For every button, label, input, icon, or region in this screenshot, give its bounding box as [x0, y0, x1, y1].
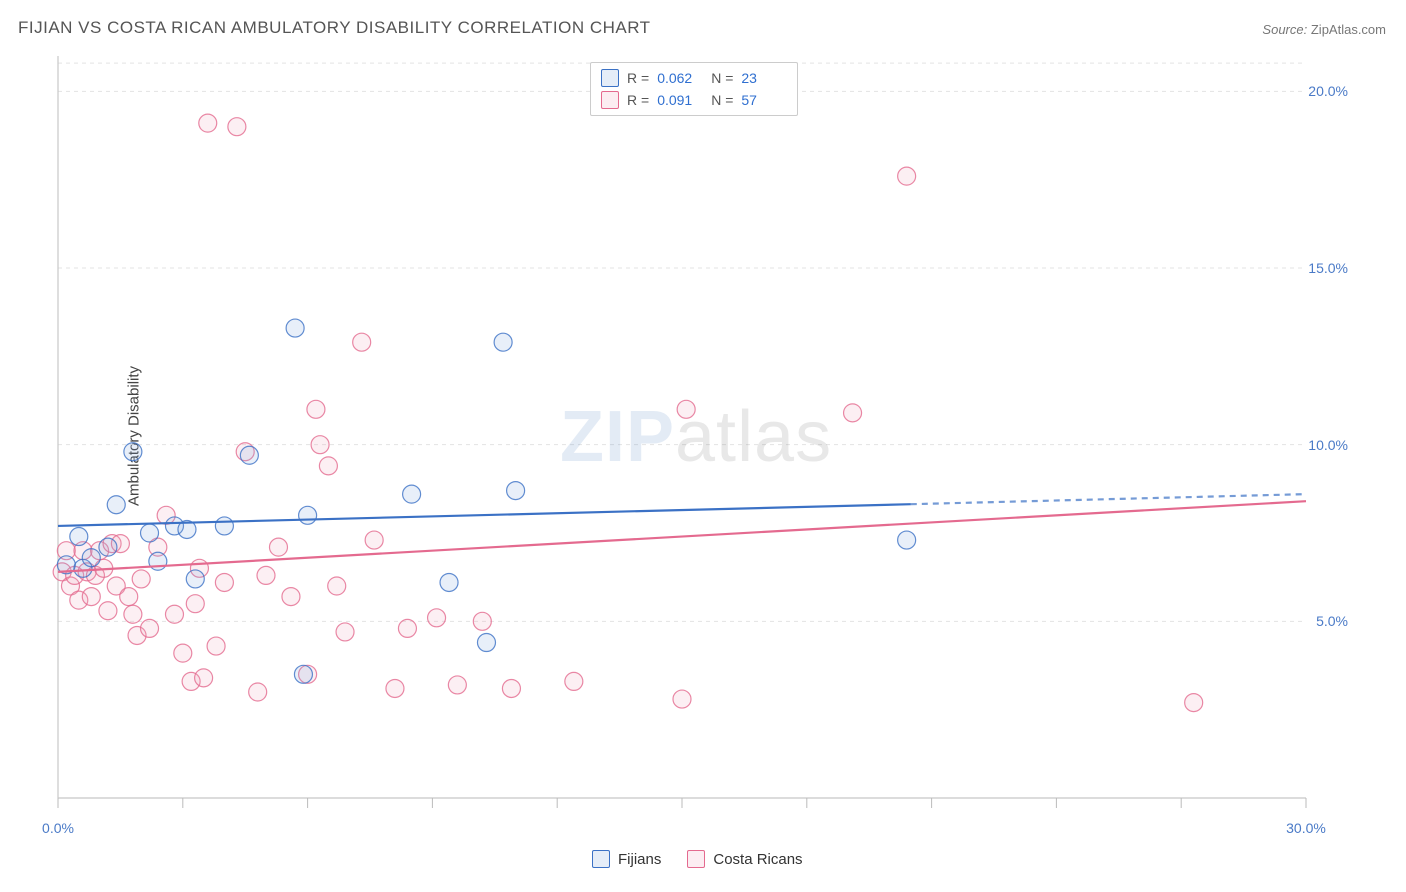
y-tick-label: 5.0% [1316, 613, 1348, 629]
legend-row: R = 0.091 N = 57 [601, 89, 787, 111]
n-value: 57 [741, 92, 787, 108]
legend-swatch [601, 91, 619, 109]
y-tick-label: 15.0% [1308, 260, 1348, 276]
x-tick-label: 0.0% [42, 820, 74, 836]
legend-item: Fijians [592, 850, 661, 868]
legend-series: Fijians Costa Ricans [592, 850, 803, 868]
legend-label: Costa Ricans [713, 851, 802, 868]
chart-svg [50, 56, 1360, 866]
legend-row: R = 0.062 N = 23 [601, 67, 787, 89]
source-label: Source: [1262, 22, 1307, 37]
n-label: N = [711, 70, 733, 86]
chart-title: FIJIAN VS COSTA RICAN AMBULATORY DISABIL… [18, 18, 651, 38]
legend-swatch [601, 69, 619, 87]
legend-label: Fijians [618, 851, 661, 868]
plot-area: Ambulatory Disability ZIPatlas 5.0%10.0%… [50, 56, 1360, 816]
source-name: ZipAtlas.com [1311, 22, 1386, 37]
source-attr: Source: ZipAtlas.com [1262, 22, 1386, 37]
n-label: N = [711, 92, 733, 108]
legend-swatch [687, 850, 705, 868]
y-tick-label: 10.0% [1308, 437, 1348, 453]
legend-correlation: R = 0.062 N = 23 R = 0.091 N = 57 [590, 62, 798, 116]
r-label: R = [627, 70, 649, 86]
legend-item: Costa Ricans [687, 850, 802, 868]
r-label: R = [627, 92, 649, 108]
legend-swatch [592, 850, 610, 868]
r-value: 0.091 [657, 92, 703, 108]
n-value: 23 [741, 70, 787, 86]
x-tick-label: 30.0% [1286, 820, 1326, 836]
r-value: 0.062 [657, 70, 703, 86]
y-tick-label: 20.0% [1308, 83, 1348, 99]
